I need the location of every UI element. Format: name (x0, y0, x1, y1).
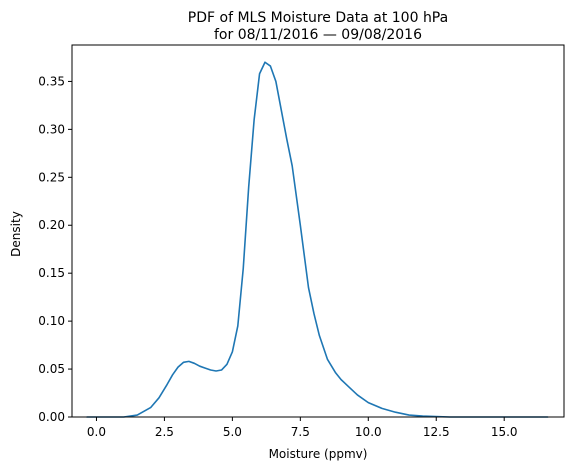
x-axis-label: Moisture (ppmv) (269, 447, 368, 461)
x-tick-label: 7.5 (291, 425, 310, 439)
y-tick-label: 0.10 (38, 314, 65, 328)
chart-title-line-1: PDF of MLS Moisture Data at 100 hPa (188, 10, 448, 26)
x-tick-label: 5.0 (223, 425, 242, 439)
plot-frame (71, 44, 565, 418)
y-axis-ticks: 0.00 0.05 0.10 0.15 0.20 0.25 0.30 0.35 (38, 74, 72, 424)
y-tick-label: 0.15 (38, 266, 65, 280)
y-tick-label: 0.20 (38, 218, 65, 232)
x-tick-label: 12.5 (423, 425, 450, 439)
y-tick-label: 0.30 (38, 122, 65, 136)
y-tick-label: 0.00 (38, 410, 65, 424)
y-tick-label: 0.25 (38, 170, 65, 184)
x-axis-ticks: 0.0 2.5 5.0 7.5 10.0 12.5 15.0 (87, 417, 518, 439)
plot-area (71, 44, 565, 418)
y-tick-label: 0.35 (38, 74, 65, 88)
y-axis-label: Density (9, 211, 23, 257)
chart-title-line-2: for 08/11/2016 — 09/08/2016 (214, 27, 422, 43)
x-tick-label: 2.5 (155, 425, 174, 439)
y-tick-label: 0.05 (38, 362, 65, 376)
density-curve-0 (86, 61, 549, 418)
x-tick-label: 15.0 (491, 425, 518, 439)
x-tick-label: 0.0 (87, 425, 106, 439)
x-tick-label: 10.0 (355, 425, 382, 439)
